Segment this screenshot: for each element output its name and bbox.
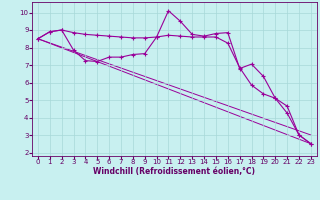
X-axis label: Windchill (Refroidissement éolien,°C): Windchill (Refroidissement éolien,°C) — [93, 167, 255, 176]
